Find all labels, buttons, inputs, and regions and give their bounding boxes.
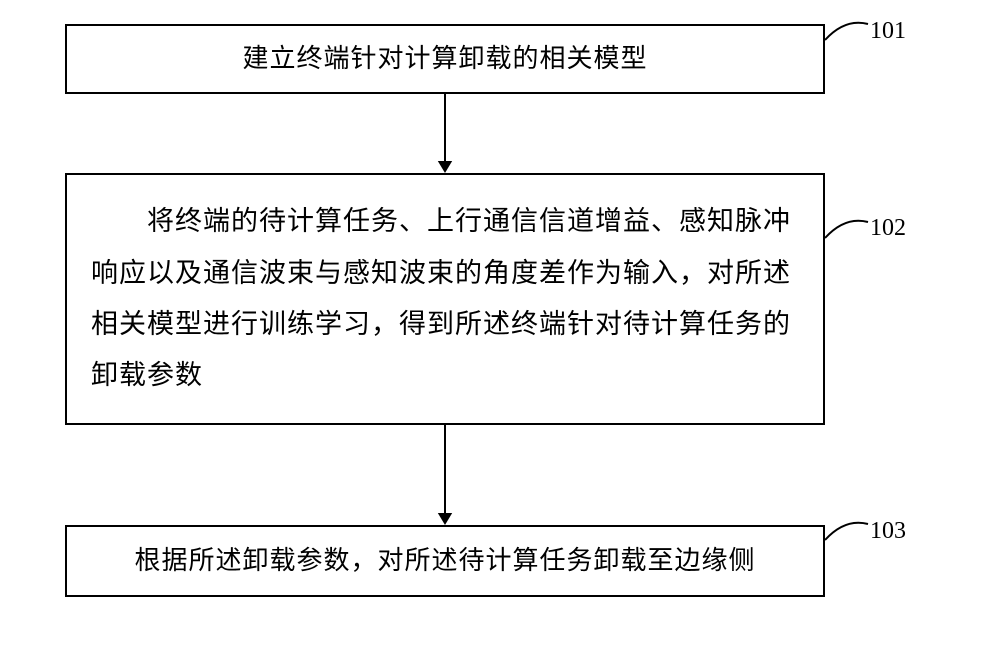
flowchart-canvas: 建立终端针对计算卸载的相关模型101 将终端的待计算任务、上行通信信道增益、感知… bbox=[0, 0, 1000, 651]
callout-n3 bbox=[0, 0, 1000, 651]
